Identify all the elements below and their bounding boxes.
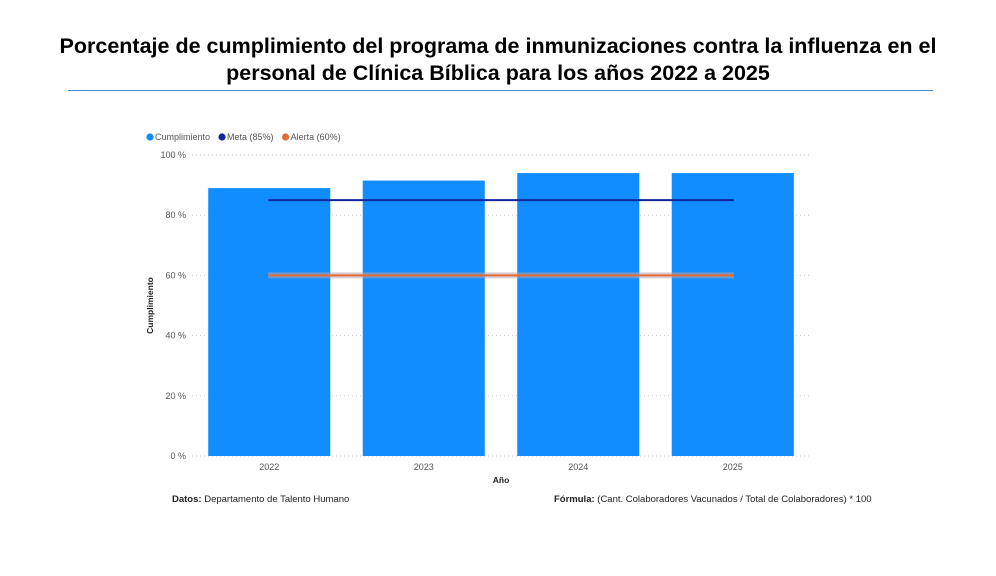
x-axis: 2022 2023 2024 2025 (259, 462, 743, 472)
y-tick-label: 40 % (165, 331, 186, 341)
footer-source: Datos: Departamento de Talento Humano (172, 494, 349, 505)
x-tick-label: 2025 (723, 462, 743, 472)
y-tick-label: 0 % (170, 451, 186, 461)
x-tick-label: 2024 (568, 462, 588, 472)
bar-2022[interactable] (208, 188, 331, 457)
bar-2023[interactable] (362, 180, 485, 456)
legend-marker (146, 133, 154, 141)
footer-formula: Fórmula: (Cant. Colaboradores Vacunados … (554, 494, 872, 505)
y-axis-title: Cumplimiento (145, 277, 155, 334)
y-tick-label: 100 % (160, 150, 186, 160)
bar-2024[interactable] (517, 173, 640, 456)
legend-label: Meta (85%) (227, 132, 274, 142)
legend-label: Cumplimiento (155, 132, 210, 142)
legend-marker (281, 133, 290, 141)
legend-marker (218, 133, 226, 141)
bar-2025[interactable] (671, 173, 794, 456)
title-divider (68, 90, 933, 91)
chart-title-line-1: Porcentaje de cumplimiento del programa … (59, 34, 937, 58)
chart-title-line-2: personal de Clínica Bíblica para los año… (226, 61, 770, 85)
y-axis: 0 % 20 % 40 % 60 % 80 % 100 % (160, 150, 186, 461)
y-tick-label: 60 % (165, 270, 186, 280)
footer-formula-label: Fórmula: (554, 494, 595, 505)
x-tick-label: 2022 (259, 462, 279, 472)
chart-title: Porcentaje de cumplimiento del programa … (40, 33, 956, 87)
y-tick-label: 80 % (165, 210, 186, 220)
footer-formula-text: (Cant. Colaboradores Vacunados / Total d… (597, 494, 872, 505)
legend-label: Alerta (60%) (291, 132, 341, 142)
x-tick-label: 2023 (414, 462, 434, 472)
legend: Cumplimiento Meta (85%) Alerta (60%) (146, 132, 341, 142)
reference-lines (268, 199, 734, 279)
footer-source-label: Datos: (172, 494, 202, 505)
y-tick-label: 20 % (165, 391, 186, 401)
bars (208, 173, 794, 457)
footer-source-text: Departamento de Talento Humano (204, 494, 350, 505)
x-axis-title: Año (493, 475, 510, 485)
